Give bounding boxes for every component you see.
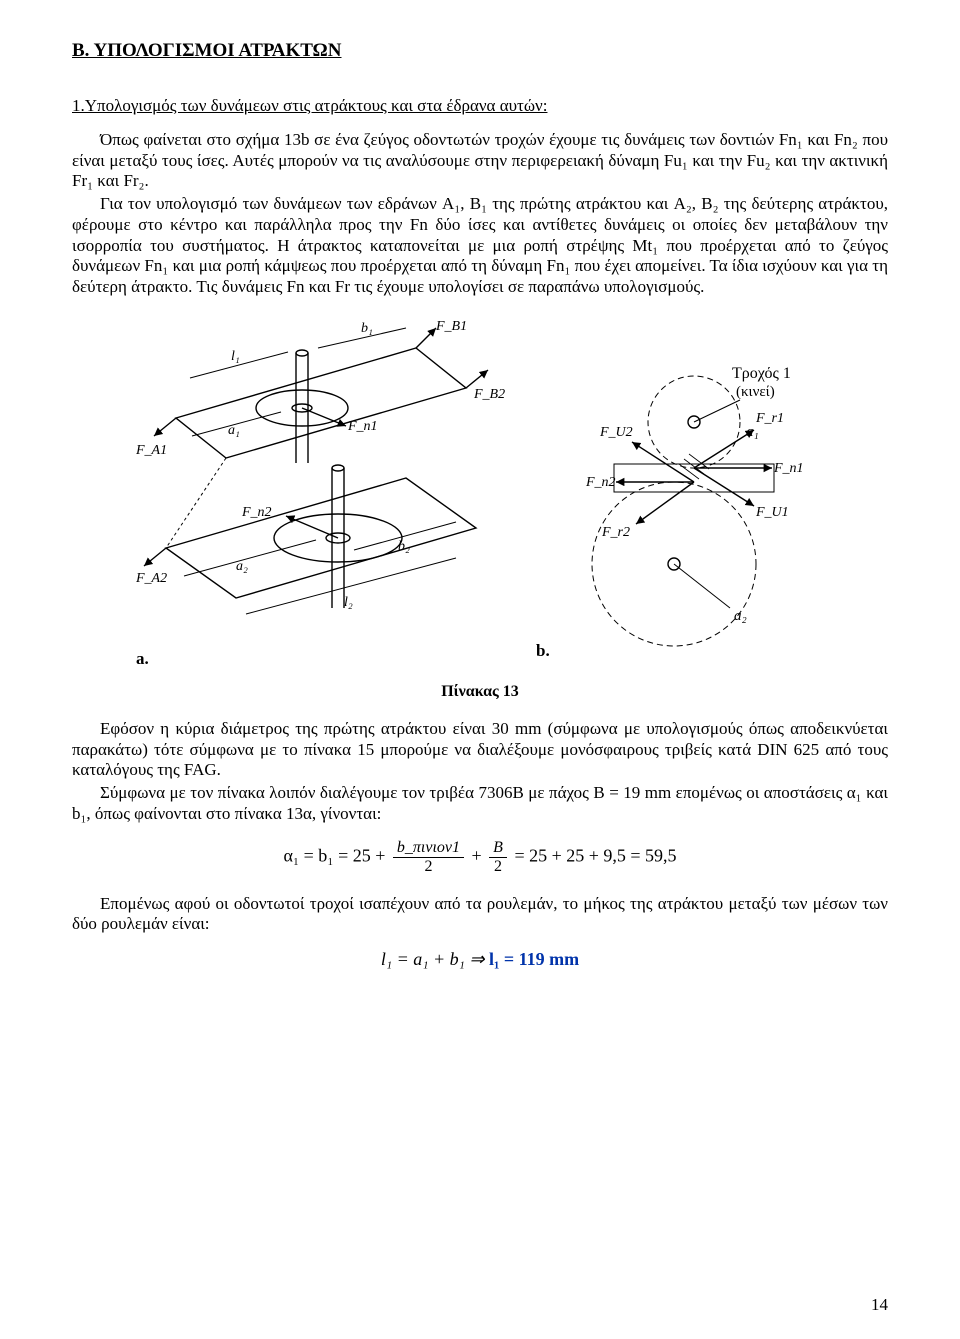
label-FA2: F_A2 — [136, 571, 167, 586]
paragraph-1: Όπως φαίνεται στο σχήμα 13b σε ένα ζεύγο… — [72, 130, 888, 192]
figure-a-label: a. — [136, 649, 506, 669]
label-FA1: F_A1 — [136, 443, 167, 458]
label-a2b: a₂ — [734, 608, 747, 624]
eqn1-frac2-den: 2 — [489, 858, 507, 876]
label-Fr1: F_r1 — [755, 411, 784, 426]
eqn1-frac2-num: B — [493, 839, 503, 856]
label-Fn2: F_n2 — [241, 505, 272, 520]
label-FB1: F_B1 — [435, 319, 467, 334]
equation-1: α₁ = b₁ = 25 + b_πινιον1 2 + B 2 = 25 + … — [72, 839, 888, 876]
eqn2-result: l₁ = 119 mm — [489, 949, 579, 969]
label-Fr2: F_r2 — [601, 525, 630, 540]
label-b1-top: b₁ — [361, 321, 373, 336]
figure-b: Τροχός 1 (κινεί) a₁ F_r1 F_n1 F_U1 a₂ — [524, 344, 824, 669]
figure-row: l₁ b₁ a₁ F_B1 F_B2 F_A1 F_n1 — [72, 318, 888, 669]
paragraph-4: Σύμφωνα με τον πίνακα λοιπόν διαλέγουμε … — [72, 783, 888, 824]
label-troxos: Τροχός 1 — [732, 365, 791, 382]
subsection-title: 1.Υπολογισμός των δυνάμεων στις ατράκτου… — [72, 96, 888, 116]
eqn1-plus: + — [472, 845, 482, 865]
label-a1: a₁ — [228, 423, 240, 438]
paragraph-5: Επομένως αφού οι οδοντωτοί τροχοί ισαπέχ… — [72, 894, 888, 935]
label-l2: l₂ — [344, 595, 353, 610]
figure-a: l₁ b₁ a₁ F_B1 F_B2 F_A1 F_n1 — [136, 318, 506, 669]
page-number: 14 — [871, 1295, 888, 1315]
eqn1-frac1-num: b_πινιον1 — [397, 839, 460, 856]
label-kinei: (κινεί) — [736, 384, 775, 400]
paragraph-2: Για τον υπολογισμό των δυνάμεων των εδρά… — [72, 194, 888, 298]
label-l1: l₁ — [231, 349, 240, 364]
label-Fn2b: F_n2 — [585, 475, 616, 490]
label-Fu2: F_U2 — [599, 425, 633, 440]
label-a1b: a₁ — [746, 424, 759, 440]
eqn1-lhs: α₁ = b₁ = 25 + — [283, 845, 385, 865]
eqn1-rhs: = 25 + 25 + 9,5 = 59,5 — [514, 845, 676, 865]
label-Fn1: F_n1 — [347, 419, 378, 434]
equation-2: l₁ = a₁ + b₁ ⇒ l₁ = 119 mm — [72, 949, 888, 970]
eqn2-lhs: l₁ = a₁ + b₁ ⇒ — [381, 949, 489, 969]
label-a2: a₂ — [236, 559, 248, 574]
eqn1-frac1-den: 2 — [393, 858, 464, 876]
figure-caption: Πίνακας 13 — [72, 683, 888, 701]
label-Fn1b: F_n1 — [773, 461, 804, 476]
label-Fu1: F_U1 — [755, 505, 789, 520]
figure-b-label: b. — [536, 641, 550, 660]
section-title: Β. ΥΠΟΛΟΓΙΣΜΟΙ ΑΤΡΑΚΤΩΝ — [72, 40, 888, 62]
label-b2: b₂ — [398, 539, 410, 554]
label-FB2: F_B2 — [473, 387, 505, 402]
paragraph-3: Εφόσον η κύρια διάμετρος της πρώτης ατρά… — [72, 719, 888, 781]
